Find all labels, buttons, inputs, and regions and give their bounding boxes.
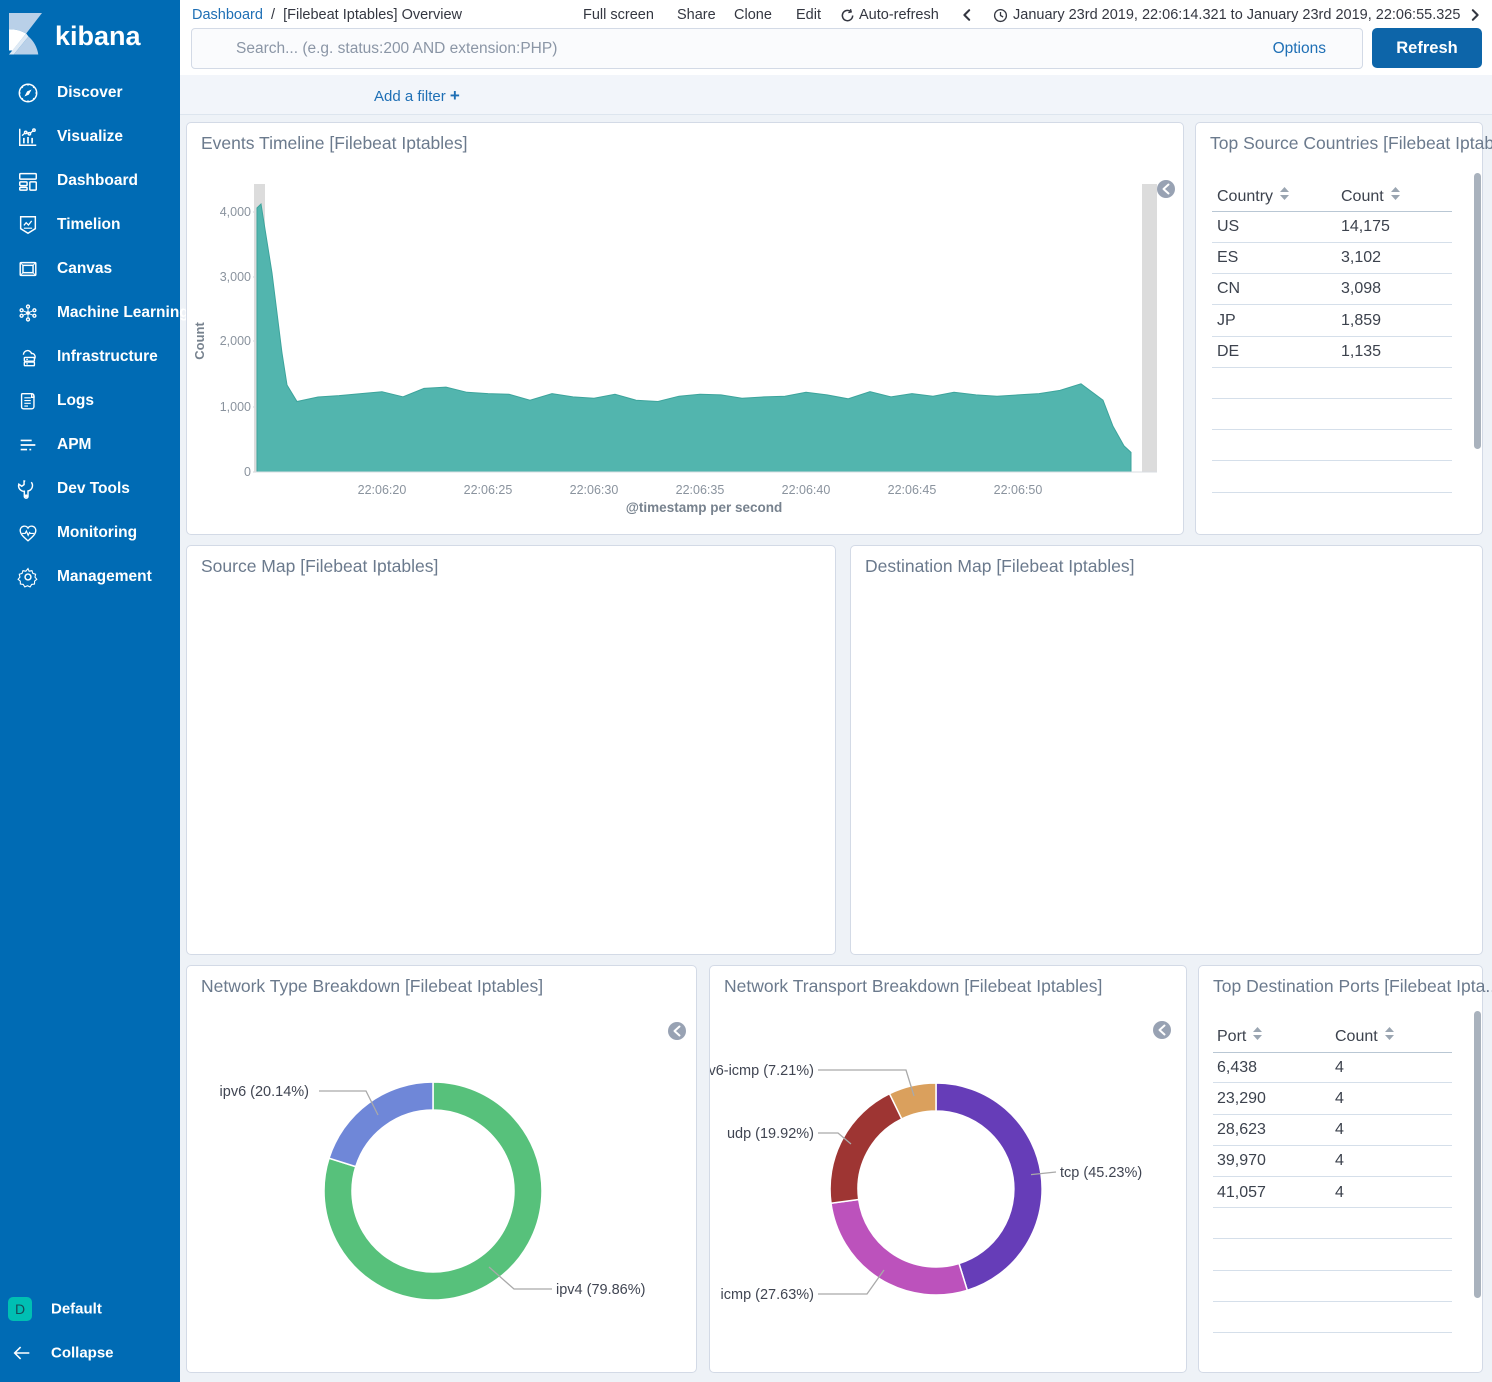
svg-text:4,000: 4,000 [220,205,251,219]
svg-text:22:06:50: 22:06:50 [994,483,1043,497]
svg-text:22:06:20: 22:06:20 [358,483,407,497]
svg-text:Count: Count [192,322,207,360]
svg-text:22:06:45: 22:06:45 [888,483,937,497]
svg-text:2,000: 2,000 [220,334,251,348]
svg-text:ipv4 (79.86%): ipv4 (79.86%) [556,1282,645,1298]
svg-text:icmp (27.63%): icmp (27.63%) [721,1287,814,1303]
svg-text:22:06:40: 22:06:40 [782,483,831,497]
svg-text:0: 0 [244,465,251,479]
svg-text:3,000: 3,000 [220,270,251,284]
svg-text:22:06:25: 22:06:25 [464,483,513,497]
svg-text:22:06:35: 22:06:35 [676,483,725,497]
svg-text:udp (19.92%): udp (19.92%) [727,1126,814,1142]
svg-text:1,000: 1,000 [220,400,251,414]
svg-text:@timestamp per second: @timestamp per second [626,500,782,515]
svg-text:ipv6-icmp (7.21%): ipv6-icmp (7.21%) [710,1063,814,1079]
svg-text:tcp (45.23%): tcp (45.23%) [1060,1165,1142,1181]
svg-text:ipv6 (20.14%): ipv6 (20.14%) [220,1084,309,1100]
svg-text:22:06:30: 22:06:30 [570,483,619,497]
